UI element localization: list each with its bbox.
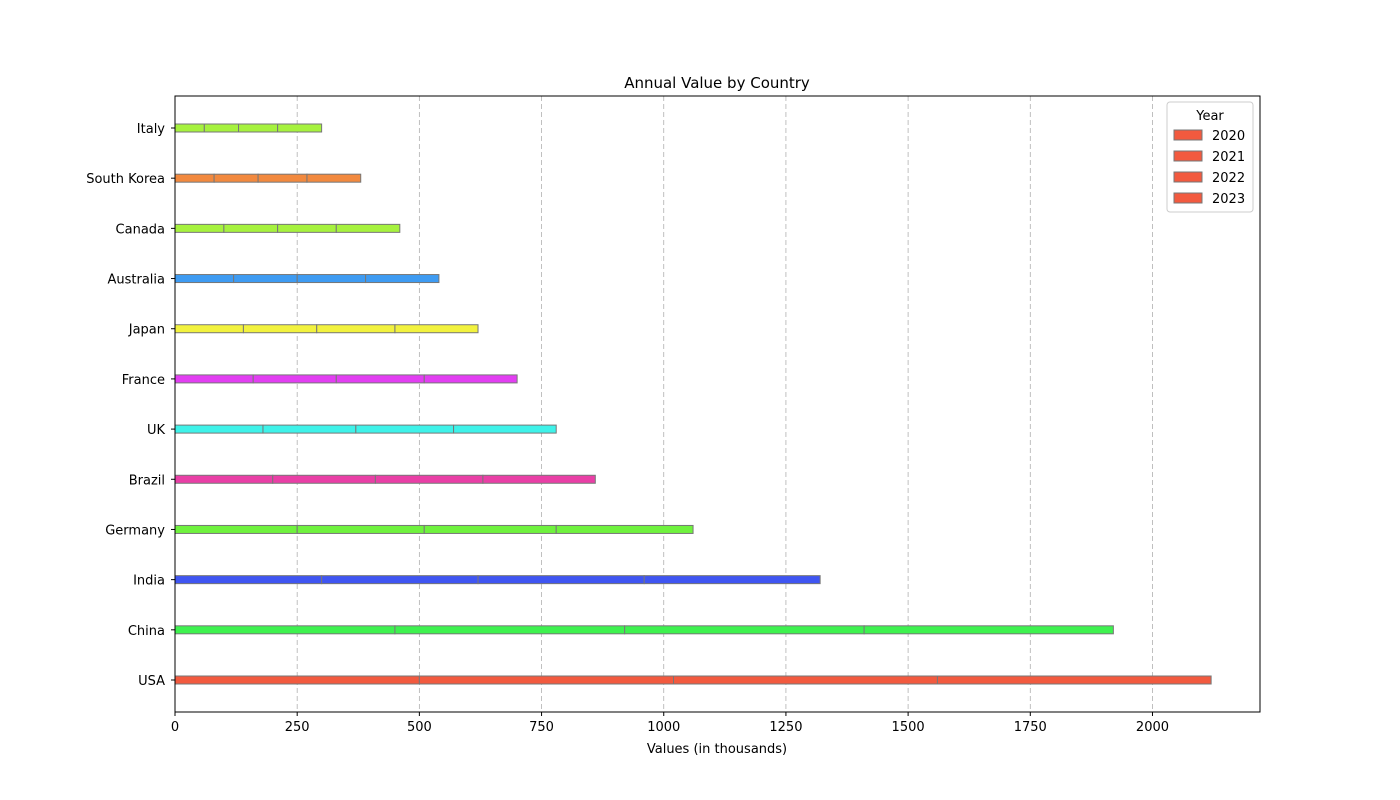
y-tick-label: Italy — [137, 122, 166, 137]
x-tick-label: 250 — [285, 720, 310, 735]
legend: Year 2020 2021 2022 2023 — [1166, 101, 1254, 213]
bar-segment — [394, 625, 626, 635]
x-axis-ticks: 0 250 500 750 1000 1250 1500 1750 2000 — [171, 712, 1169, 735]
bar-segment — [257, 173, 308, 183]
y-tick-label: China — [128, 624, 165, 639]
bar-segment — [355, 424, 455, 434]
bar-segment — [174, 374, 254, 384]
legend-swatch — [1173, 192, 1203, 204]
bar-segment — [174, 123, 205, 133]
y-tick-label: India — [133, 574, 165, 589]
bar-segment — [296, 524, 425, 534]
y-tick-label: Japan — [128, 323, 165, 338]
bar-segment — [306, 173, 362, 183]
y-axis-categories: USA China India Germany Brazil UK France Japan A… — [86, 122, 175, 689]
y-tick-label: UK — [147, 423, 166, 438]
bar-segment — [365, 274, 440, 284]
bar-segment — [174, 173, 215, 183]
bar-segment — [174, 474, 274, 484]
bar-segment — [335, 374, 425, 384]
bar-segment — [174, 625, 396, 635]
x-tick-label: 0 — [171, 720, 179, 735]
y-tick-label: Germany — [105, 523, 165, 538]
bar-segment — [277, 223, 337, 233]
bar-segment — [453, 424, 557, 434]
y-tick-label: Australia — [107, 273, 165, 288]
bar-segment — [477, 575, 645, 585]
bar-segment — [316, 324, 396, 334]
x-grid-lines — [296, 96, 1153, 712]
bar-segment — [482, 474, 596, 484]
legend-label: 2023 — [1212, 192, 1245, 207]
x-tick-label: 1000 — [647, 720, 680, 735]
bar-segment — [174, 675, 420, 685]
y-tick-label: Canada — [116, 222, 165, 237]
bar-segment — [174, 223, 225, 233]
bar-segment — [423, 524, 557, 534]
legend-label: 2020 — [1212, 129, 1245, 144]
bar-segment — [174, 575, 323, 585]
bars — [174, 123, 1212, 685]
y-tick-label: France — [122, 373, 165, 388]
bar-segment — [643, 575, 821, 585]
bar-segment — [238, 123, 279, 133]
legend-swatch — [1173, 171, 1203, 183]
bar-segment — [374, 474, 484, 484]
bar-segment — [252, 374, 337, 384]
bar-segment — [262, 424, 357, 434]
x-tick-label: 750 — [529, 720, 554, 735]
legend-swatch — [1173, 150, 1203, 162]
x-tick-label: 2000 — [1136, 720, 1169, 735]
bar-segment — [936, 675, 1212, 685]
x-tick-label: 500 — [407, 720, 432, 735]
plot-frame — [174, 95, 1261, 713]
bar-segment — [624, 625, 865, 635]
bar-segment — [863, 625, 1114, 635]
bar-segment — [394, 324, 479, 334]
bar-segment — [296, 274, 367, 284]
y-tick-label: USA — [138, 674, 165, 689]
bar-segment — [277, 123, 323, 133]
legend-title: Year — [1195, 109, 1224, 124]
bar-segment — [174, 524, 298, 534]
bar-segment — [418, 675, 675, 685]
bar-segment — [321, 575, 479, 585]
bar-segment — [555, 524, 694, 534]
bar-segment — [242, 324, 318, 334]
bar-segment — [203, 123, 240, 133]
bar-segment — [223, 223, 279, 233]
legend-swatch — [1173, 129, 1203, 141]
y-tick-label: Brazil — [129, 473, 165, 488]
legend-label: 2021 — [1212, 150, 1245, 165]
bar-segment — [335, 223, 401, 233]
x-tick-label: 1500 — [892, 720, 925, 735]
chart-title: Annual Value by Country — [624, 74, 810, 92]
bar-segment — [213, 173, 259, 183]
bar-segment — [673, 675, 938, 685]
x-tick-label: 1750 — [1014, 720, 1047, 735]
bar-segment — [174, 324, 244, 334]
bar-segment — [174, 274, 235, 284]
legend-label: 2022 — [1212, 171, 1245, 186]
y-tick-label: South Korea — [86, 172, 165, 187]
bar-segment — [233, 274, 298, 284]
x-tick-label: 1250 — [769, 720, 802, 735]
bar-segment — [174, 424, 264, 434]
bar-segment — [272, 474, 376, 484]
bar-segment — [423, 374, 518, 384]
x-axis-label: Values (in thousands) — [647, 742, 787, 757]
